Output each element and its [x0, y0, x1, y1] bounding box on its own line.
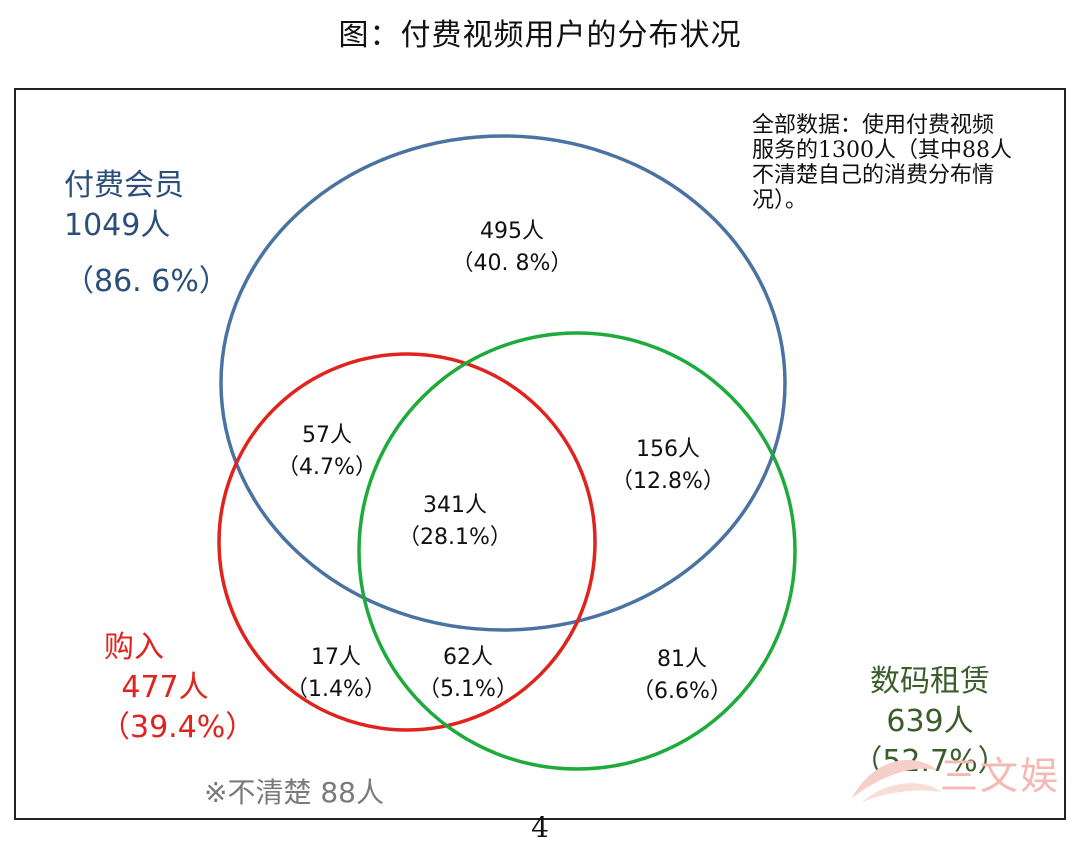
- note-line: 况）。: [752, 188, 808, 213]
- region-purchase-rental: 62人 （5.1%）: [388, 642, 548, 706]
- region-pct: （6.6%）: [632, 679, 732, 704]
- region-rental-only: 81人 （6.6%）: [602, 644, 762, 708]
- diagram-frame: [14, 88, 1066, 820]
- rental-count: 639人: [886, 704, 974, 739]
- note-line: 全部数据：使用付费视频: [752, 113, 995, 138]
- rental-name: 数码租赁: [870, 664, 990, 699]
- region-count: 17人: [311, 645, 361, 670]
- region-count: 57人: [302, 423, 352, 448]
- region-count: 341人: [423, 493, 487, 518]
- purchase-label: 购入 477人 （39.4%）: [100, 628, 256, 748]
- purchase-name: 购入: [104, 630, 164, 665]
- region-count: 156人: [636, 437, 700, 462]
- region-pct: （12.8%）: [611, 469, 725, 494]
- members-name: 付费会员: [64, 168, 184, 203]
- data-note: 全部数据：使用付费视频 服务的1300人（其中88人 不清楚自己的消费分布情 况…: [752, 113, 1052, 213]
- rental-circle: [357, 331, 797, 771]
- watermark-text: 三文娱: [940, 754, 1061, 798]
- region-count: 495人: [480, 219, 544, 244]
- region-pct: （4.7%）: [277, 455, 377, 480]
- region-count: 81人: [657, 647, 707, 672]
- region-pct: （40. 8%）: [451, 251, 573, 276]
- purchase-pct: （39.4%）: [100, 710, 256, 745]
- chart-title: 图：付费视频用户的分布状况: [338, 18, 742, 53]
- region-members-rental: 156人 （12.8%）: [588, 434, 748, 498]
- members-count: 1049人: [64, 208, 171, 243]
- purchase-circle: [217, 352, 597, 732]
- members-label: 付费会员 1049人 （86. 6%）: [64, 166, 229, 302]
- region-pct: （1.4%）: [286, 677, 386, 702]
- note-line: 服务的1300人（其中88人: [752, 138, 1012, 163]
- region-all-three: 341人 （28.1%）: [375, 490, 535, 554]
- page-number: 4: [531, 811, 549, 844]
- region-count: 62人: [443, 645, 493, 670]
- rental-label: 数码租赁 639人 （52.7%）: [850, 662, 1010, 782]
- watermark-logo-icon: [852, 759, 942, 802]
- region-pct: （28.1%）: [398, 525, 512, 550]
- region-members-only: 495人 （40. 8%）: [432, 216, 592, 280]
- note-line: 不清楚自己的消费分布情: [752, 163, 995, 188]
- region-members-purchase: 57人 （4.7%）: [247, 420, 407, 484]
- purchase-count: 477人: [121, 670, 209, 705]
- region-purchase-only: 17人 （1.4%）: [256, 642, 416, 706]
- unknown-count: ※不清楚 88人: [204, 776, 384, 809]
- members-pct: （86. 6%）: [64, 264, 229, 299]
- region-pct: （5.1%）: [418, 677, 518, 702]
- members-circle: [219, 134, 787, 632]
